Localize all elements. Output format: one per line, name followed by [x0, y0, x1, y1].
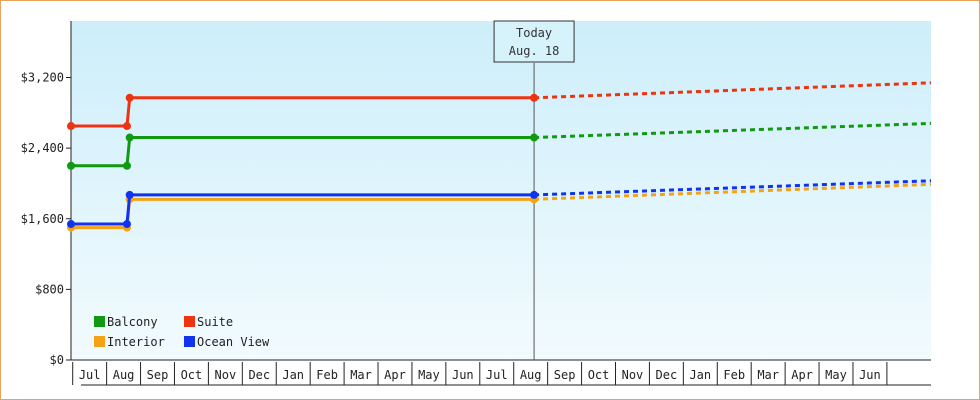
data-point-balcony [67, 161, 75, 170]
today-marker: Today Aug. 18 [493, 20, 575, 360]
month-label: Feb [316, 368, 338, 382]
series-line-ocean-view [71, 193, 535, 226]
month-label: Nov [215, 368, 237, 382]
month-label: Dec [656, 368, 678, 382]
series-line-balcony [71, 136, 535, 168]
forecast-line-balcony [534, 121, 932, 140]
month-label: Jun [859, 368, 881, 382]
month-label: Jan [282, 368, 304, 382]
month-label: May [418, 368, 440, 382]
y-tick-label: $800 [35, 282, 64, 296]
legend-swatch-suite [184, 316, 195, 327]
month-label: Jun [452, 368, 474, 382]
legend-label-ocean-view: Ocean View [197, 335, 270, 349]
legend-label-balcony: Balcony [107, 315, 158, 329]
data-point-suite [530, 93, 539, 102]
month-label: Aug [113, 368, 135, 382]
month-axis: Jul Aug Sep Oct Nov Dec Jan Feb Mar Apr May Jun Jul A… [67, 359, 931, 386]
y-tick-label: $3,200 [21, 71, 64, 85]
y-tick-label: $2,400 [21, 141, 64, 155]
y-tick-label: $0 [50, 353, 64, 367]
legend-swatch-interior [94, 336, 105, 347]
month-label: Apr [791, 368, 813, 382]
month-label: Aug [520, 368, 542, 382]
data-point-ocean-view [125, 190, 134, 199]
data-point-balcony [530, 133, 539, 142]
month-label: Oct [588, 368, 610, 382]
data-point-suite [125, 93, 134, 102]
legend-swatch-balcony [94, 316, 105, 327]
data-point-ocean-view [67, 220, 75, 229]
month-label: Sep [147, 368, 169, 382]
month-label: Jan [689, 368, 711, 382]
plot-area [71, 21, 931, 360]
month-label: Mar [757, 368, 779, 382]
today-date: Aug. 18 [509, 44, 560, 58]
today-label: Today [516, 26, 552, 40]
month-label: Feb [723, 368, 745, 382]
legend-swatch-ocean-view [184, 336, 195, 347]
today-box [493, 20, 575, 63]
data-point-balcony [122, 161, 131, 170]
series-line-suite [71, 96, 535, 128]
legend-label-suite: Suite [197, 315, 233, 329]
data-point-balcony [125, 133, 134, 142]
data-point-ocean-view [530, 190, 539, 199]
month-label: Sep [554, 368, 576, 382]
y-axis: $0 $800 $1,600 $2,400 $3,200 [21, 21, 72, 367]
forecast-line-suite [534, 81, 932, 100]
series-lines [67, 81, 932, 232]
month-label: Dec [248, 368, 270, 382]
month-label: Nov [622, 368, 644, 382]
month-label: Mar [350, 368, 372, 382]
month-label: May [825, 368, 847, 382]
legend-label-interior: Interior [107, 335, 165, 349]
month-label: Jul [486, 368, 508, 382]
y-tick-label: $1,600 [21, 212, 64, 226]
month-label: Apr [384, 368, 406, 382]
data-point-suite [122, 122, 131, 131]
legend: Balcony Suite Interior Ocean View [94, 315, 270, 349]
month-label: Jul [79, 368, 101, 382]
forecast-line-ocean-view [534, 179, 932, 197]
forecast-line-interior [534, 182, 932, 201]
month-label: Oct [181, 368, 203, 382]
data-point-ocean-view [122, 220, 131, 229]
data-point-suite [67, 122, 75, 131]
